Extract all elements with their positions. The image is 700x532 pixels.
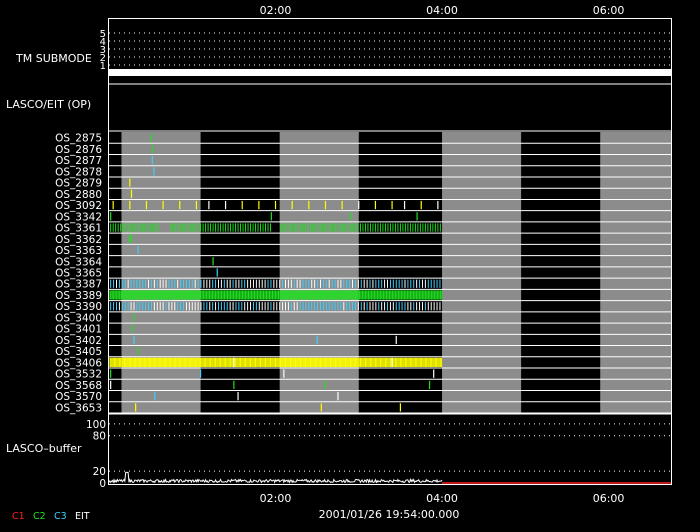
lasco-eit-label: LASCO/EIT (OP): [6, 98, 91, 111]
gray-band: [279, 132, 359, 413]
os-row-os_3402: OS_3402: [55, 335, 671, 347]
os-row-label: OS_3363: [55, 245, 102, 257]
os-row-label: OS_3365: [55, 268, 102, 280]
tm-level-label: 2: [100, 53, 106, 64]
plot-frame: [108, 18, 672, 485]
os-row-label: OS_3400: [55, 312, 102, 324]
os-row-os_3389: OS_3389: [55, 290, 671, 302]
os-rows: OS_2875OS_2876OS_2877OS_2878OS_2879OS_28…: [55, 133, 671, 415]
legend-c2: C2: [33, 511, 46, 522]
buffer-tick-label: 80: [93, 431, 106, 443]
tm-submode-label: TM SUBMODE: [15, 52, 92, 65]
os-row-label: OS_2878: [55, 166, 102, 178]
os-row-os_3400: OS_3400: [55, 312, 671, 324]
timestamp: 2001/01/26 19:54:00.000: [319, 508, 460, 521]
legend-c1: C1: [12, 511, 25, 522]
os-row-label: OS_3092: [55, 200, 102, 212]
os-row-label: OS_3390: [55, 301, 102, 313]
os-row-label: OS_3401: [55, 324, 102, 336]
os-row-os_3092: OS_3092: [55, 200, 671, 212]
os-row-os_3653: OS_3653: [55, 402, 671, 414]
os-row-label: OS_3405: [55, 346, 102, 358]
os-row-os_3362: OS_3362: [55, 234, 671, 246]
os-row-os_3405: OS_3405: [55, 346, 671, 358]
legend-eit: EIT: [75, 511, 90, 522]
os-row-label: OS_3532: [55, 369, 102, 381]
os-row-os_3365: OS_3365: [55, 268, 671, 280]
os-row-os_3342: OS_3342: [55, 211, 671, 223]
os-row-os_3568: OS_3568: [55, 380, 671, 392]
os-row-os_3364: OS_3364: [55, 256, 671, 268]
os-row-label: OS_2880: [55, 189, 102, 201]
os-row-label: OS_3402: [55, 335, 102, 347]
bottom-time-axis: 02:00 04:00 06:00: [260, 492, 625, 505]
legend-c3: C3: [54, 511, 67, 522]
legend: C1 C2 C3 EIT: [12, 511, 90, 522]
os-row-os_2876: OS_2876: [55, 144, 671, 156]
os-row-os_3532: OS_3532: [55, 369, 671, 381]
top-time-axis: 02:00 04:00 06:00: [260, 4, 625, 17]
tm-level-label: 4: [100, 37, 106, 48]
buffer-tick-label: 0: [99, 478, 106, 490]
os-row-label: OS_3568: [55, 380, 102, 392]
buffer-tick-label: 100: [86, 419, 106, 431]
os-row-label: OS_3361: [55, 223, 102, 235]
os-row-os_3406: OS_3406: [55, 357, 671, 369]
os-row-label: OS_2879: [55, 178, 102, 190]
os-row-label: OS_3570: [55, 391, 102, 403]
os-row-label: OS_3362: [55, 234, 102, 246]
gray-band: [442, 132, 522, 413]
os-row-os_2875: OS_2875: [55, 133, 671, 145]
os-row-label: OS_3406: [55, 357, 102, 369]
os-row-os_3361: OS_3361: [55, 223, 671, 235]
os-row-label: OS_2875: [55, 133, 102, 145]
os-row-os_3390: OS_3390: [55, 301, 671, 313]
bottom-tick-label: 04:00: [426, 492, 458, 505]
buffer-tick-label: 20: [93, 466, 106, 478]
tm-level-label: 3: [100, 45, 106, 56]
top-tick-label: 02:00: [260, 4, 292, 17]
os-row-os_2880: OS_2880: [55, 189, 671, 201]
bottom-tick-label: 06:00: [593, 492, 625, 505]
os-row-os_3401: OS_3401: [55, 324, 671, 336]
os-row-label: OS_2877: [55, 155, 102, 167]
bottom-tick-label: 02:00: [260, 492, 292, 505]
os-row-os_2878: OS_2878: [55, 166, 671, 178]
lasco-buffer-label: LASCO–buffer: [6, 442, 82, 455]
os-row-os_3363: OS_3363: [55, 245, 671, 257]
gray-band: [600, 132, 671, 413]
os-row-os_3387: OS_3387: [55, 279, 671, 291]
os-row-os_2877: OS_2877: [55, 155, 671, 167]
os-row-label: OS_3389: [55, 290, 102, 302]
os-row-os_2879: OS_2879: [55, 178, 671, 190]
os-row-os_3570: OS_3570: [55, 391, 671, 403]
os-row-label: OS_3387: [55, 279, 102, 291]
buffer-trace: [108, 471, 443, 484]
os-row-label: OS_2876: [55, 144, 102, 156]
top-tick-label: 06:00: [593, 4, 625, 17]
os-row-label: OS_3653: [55, 402, 102, 414]
tm-level-label: 1: [100, 61, 106, 72]
top-tick-label: 04:00: [426, 4, 458, 17]
os-row-label: OS_3364: [55, 256, 102, 268]
tm-submode-bar: [109, 69, 671, 76]
os-row-label: OS_3342: [55, 211, 102, 223]
tm-level-label: 5: [100, 29, 106, 40]
gray-band: [121, 132, 201, 413]
